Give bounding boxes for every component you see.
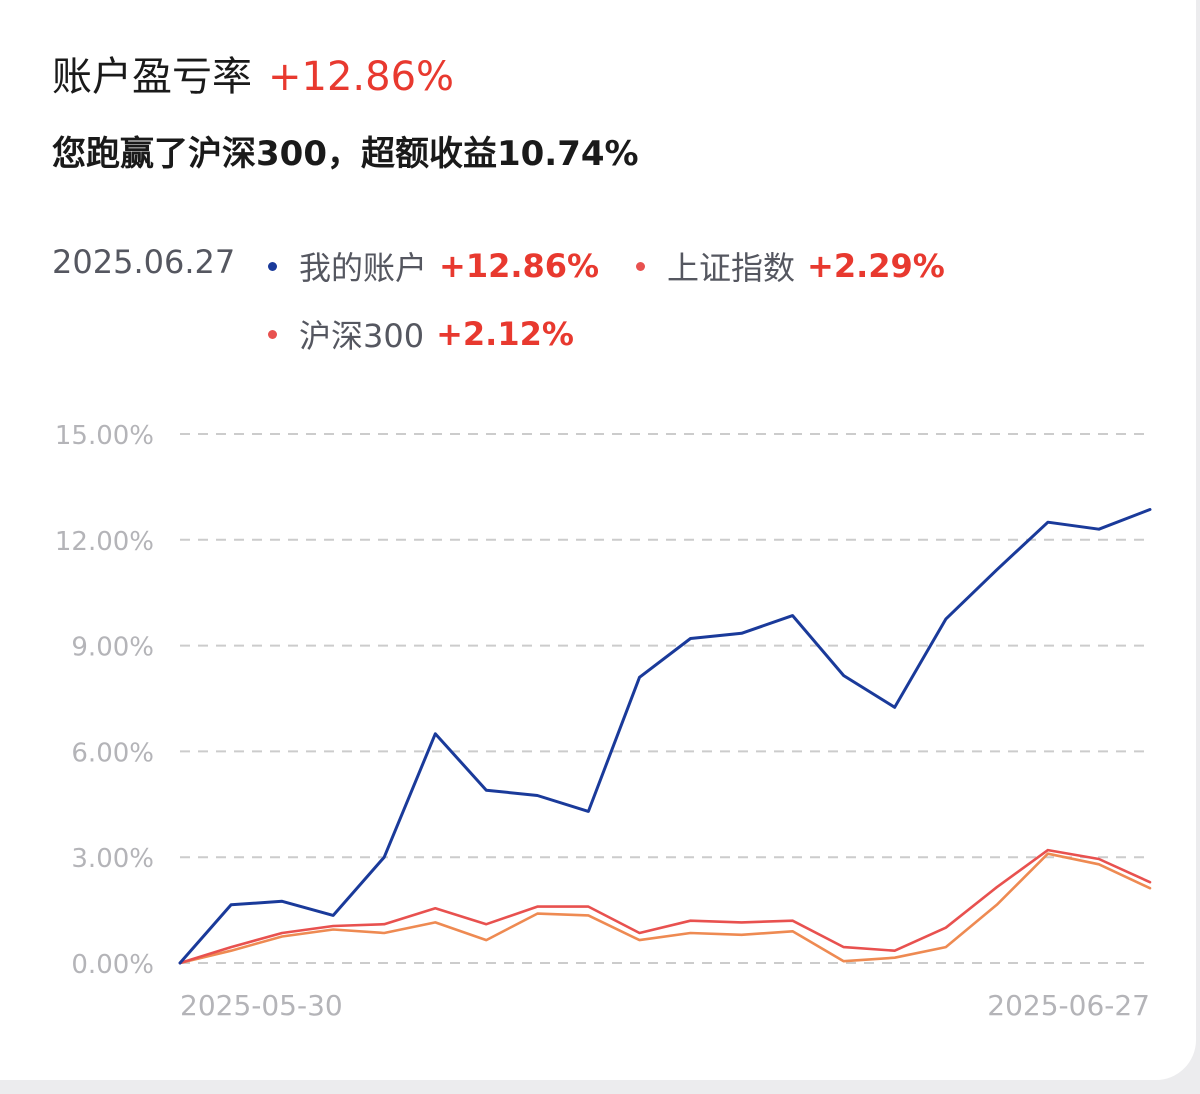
series-line-2 — [178, 852, 1152, 965]
y-tick-label: 12.00% — [55, 527, 154, 557]
dot-icon — [636, 261, 645, 271]
performance-summary: 您跑赢了沪深300，超额收益10.74% — [52, 134, 639, 174]
y-tick-label: 9.00% — [71, 633, 154, 663]
dot-icon — [268, 329, 277, 339]
legend-item-my-account: 我的账户 +12.86% — [268, 243, 599, 289]
y-tick-label: 15.00% — [55, 421, 154, 451]
legend-item-csi300: 沪深300 +2.12% — [268, 311, 574, 357]
page-title: 账户盈亏率 — [52, 54, 252, 100]
y-tick-label: 0.00% — [71, 950, 154, 980]
legend-date: 2025.06.27 — [52, 243, 236, 281]
legend-item-sse-index: 上证指数 +2.29% — [636, 243, 945, 289]
series-line-0 — [178, 508, 1152, 965]
line-chart: 15.00% 12.00% 9.00% 6.00% 3.00% 0.00% 2025-05-… — [55, 421, 1152, 1022]
x-tick-label: 2025-05-30 — [180, 989, 343, 1022]
legend-value: +2.29% — [807, 247, 945, 285]
series-line-1 — [178, 848, 1152, 965]
title-row: 账户盈亏率 +12.86% — [52, 44, 454, 104]
legend-name: 沪深300 — [299, 317, 425, 355]
x-tick-label: 2025-06-27 — [987, 989, 1150, 1022]
legend-name: 上证指数 — [667, 249, 796, 287]
legend-name: 我的账户 — [299, 249, 428, 287]
legend-value: +2.12% — [436, 315, 574, 353]
legend-value: +12.86% — [439, 247, 600, 285]
dot-icon — [268, 261, 277, 271]
y-tick-label: 3.00% — [71, 844, 154, 874]
y-tick-label: 6.00% — [71, 738, 154, 768]
title-return-value: +12.86% — [268, 54, 455, 100]
